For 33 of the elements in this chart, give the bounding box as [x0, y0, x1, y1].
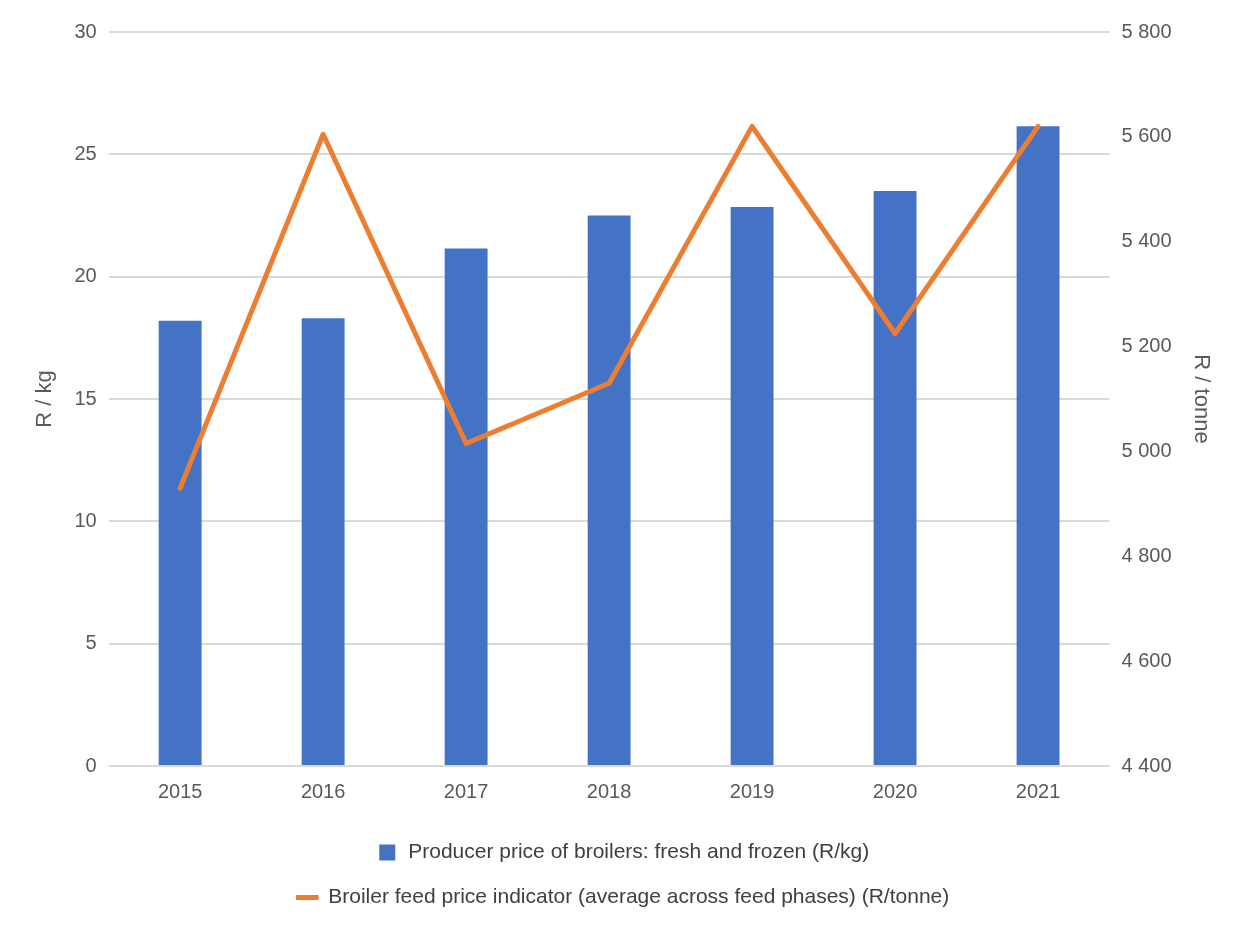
y2-tick-label: 5 600	[1121, 124, 1172, 147]
bar	[587, 215, 631, 765]
bar	[730, 206, 774, 765]
y-tick-label: 5	[85, 631, 97, 654]
x-tick-label: 2017	[443, 779, 489, 802]
y2-tick-label: 5 000	[1121, 438, 1172, 461]
y2-tick-label: 5 400	[1121, 229, 1172, 252]
y-tick-label: 15	[74, 386, 97, 409]
bar	[158, 320, 202, 765]
y2-tick-label: 4 600	[1121, 648, 1172, 671]
x-tick-label: 2019	[729, 779, 775, 802]
y-axis-title: R / kg	[31, 370, 57, 428]
y-tick-label: 25	[74, 141, 97, 164]
y2-tick-label: 4 400	[1121, 753, 1172, 776]
bar	[444, 248, 488, 765]
x-tick-label: 2016	[300, 779, 346, 802]
y2-tick-label: 4 800	[1121, 543, 1172, 566]
y2-axis-title: R / tonne	[1189, 354, 1215, 444]
bar	[301, 318, 345, 765]
y-tick-label: 0	[85, 753, 97, 776]
x-tick-label: 2021	[1015, 779, 1061, 802]
legend-label: Producer price of broilers: fresh and frozen (R/kg)	[408, 839, 870, 863]
legend-label: Broiler feed price indicator (average across feed phases) (R/tonne)	[328, 884, 950, 908]
bar	[873, 191, 917, 765]
x-tick-label: 2015	[157, 779, 203, 802]
x-tick-label: 2020	[872, 779, 918, 802]
bar	[1016, 126, 1060, 765]
y2-tick-label: 5 800	[1121, 19, 1172, 42]
x-tick-label: 2018	[586, 779, 632, 802]
y2-tick-label: 5 200	[1121, 334, 1172, 357]
y-tick-label: 20	[74, 264, 97, 287]
y-tick-label: 30	[74, 19, 97, 42]
y-tick-label: 10	[74, 508, 97, 531]
